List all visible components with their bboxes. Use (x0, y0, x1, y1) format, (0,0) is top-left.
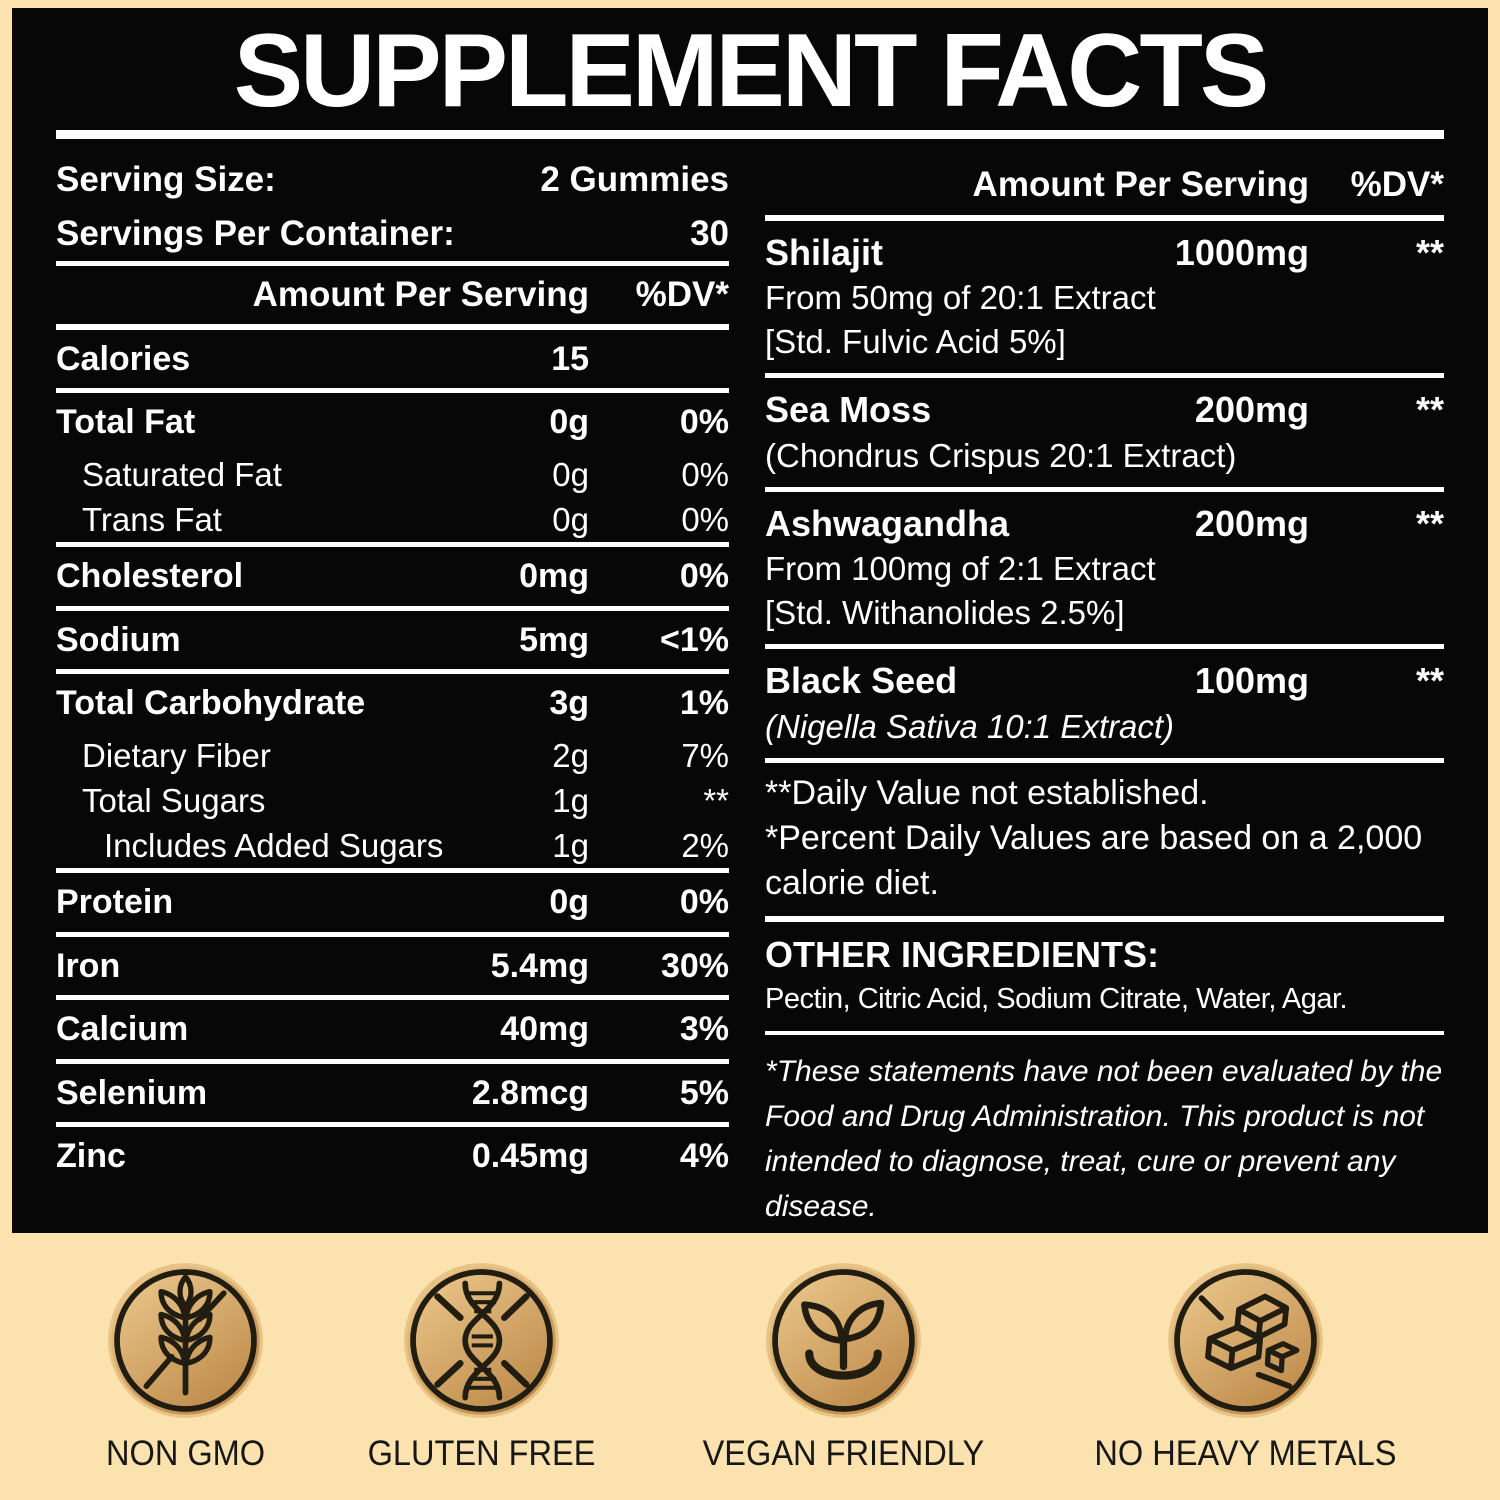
divider (56, 260, 730, 266)
nutrient-row-iron: Iron 5.4mg 30% (56, 946, 730, 985)
botanical-amount: 1000mg (1174, 232, 1309, 274)
botanical-subtext: From 50mg of 20:1 Extract (765, 279, 1156, 317)
nutrient-row-total-fat: Total Fat 0g 0% (56, 403, 730, 442)
divider (56, 669, 730, 675)
botanical-name: Shilajit (765, 232, 884, 274)
servings-per-container-value: 30 (690, 213, 730, 253)
other-ingredients-text: Pectin, Citric Acid, Sodium Citrate, Wat… (765, 982, 1348, 1015)
badge-label: VEGAN FRIENDLY (702, 1434, 985, 1473)
divider (765, 758, 1444, 764)
botanical-subtext: (Nigella Sativa 10:1 Extract) (765, 707, 1175, 745)
nutrition-column: Serving Size: 2 Gummies Servings Per Con… (56, 153, 730, 1229)
other-ingredients-label: OTHER INGREDIENTS: (765, 933, 1160, 975)
fda-disclaimer: *These statements have not been evaluate… (765, 1055, 1443, 1224)
footnote: **Daily Value not established. (765, 774, 1209, 813)
nutrient-row-trans-fat: Trans Fat 0g 0% (82, 500, 730, 538)
botanical-subtext: From 100mg of 2:1 Extract (765, 550, 1156, 588)
badge-label: NO HEAVY METALS (1094, 1434, 1397, 1473)
page-title: SUPPLEMENT FACTS (233, 13, 1270, 129)
nutrient-row-calories: Calories 15 (56, 339, 590, 378)
serving-size-label: Serving Size: (56, 160, 276, 200)
divider (56, 868, 730, 874)
amount-per-serving-header: Amount Per Serving (972, 165, 1309, 205)
nutrient-row-zinc: Zinc 0.45mg 4% (56, 1137, 730, 1176)
nutrient-row-selenium: Selenium 2.8mcg 5% (56, 1073, 730, 1112)
badge-label: GLUTEN FREE (367, 1434, 596, 1473)
divider (765, 1031, 1444, 1036)
serving-size-row: Serving Size: 2 Gummies (56, 153, 729, 207)
botanical-dv: ** (1415, 503, 1444, 545)
botanical-name: Black Seed (765, 660, 958, 702)
divider (56, 388, 730, 394)
left-column-header: Amount Per Serving %DV* (56, 266, 729, 324)
botanical-subtext: [Std. Fulvic Acid 5%] (765, 322, 1066, 360)
botanical-subtext: (Chondrus Crispus 20:1 Extract) (765, 436, 1237, 474)
nutrient-row-protein: Protein 0g 0% (56, 883, 730, 922)
footnote: *Percent Daily Values are based on a 2,0… (765, 818, 1423, 902)
divider (56, 1122, 730, 1128)
nutrient-row-calcium: Calcium 40mg 3% (56, 1010, 730, 1049)
botanical-dv: ** (1415, 660, 1444, 702)
servings-per-container-row: Servings Per Container: 30 (56, 207, 729, 261)
badge-row: NON GMO GLUTEN FREE (0, 1233, 1500, 1500)
botanical-shilajit: Shilajit 1000mg ** From 50mg of 20:1 Ext… (765, 221, 1444, 373)
botanicals-column: Amount Per Serving %DV* Shilajit 1000mg … (765, 153, 1444, 1229)
dv-header: %DV* (635, 274, 730, 314)
botanical-dv: ** (1415, 389, 1444, 431)
facts-panel: SUPPLEMENT FACTS Serving Size: 2 Gummies… (12, 8, 1488, 1233)
botanical-subtext: [Std. Withanolides 2.5%] (765, 593, 1125, 631)
botanical-amount: 200mg (1194, 389, 1309, 431)
divider (56, 1058, 730, 1064)
divider (56, 542, 730, 548)
badge-non-gmo: NON GMO (100, 1259, 271, 1500)
badge-label: NON GMO (105, 1434, 266, 1473)
botanical-ashwagandha: Ashwagandha 200mg ** From 100mg of 2:1 E… (765, 492, 1444, 644)
divider (765, 487, 1444, 493)
botanical-dv: ** (1415, 232, 1444, 274)
nutrient-row-dietary-fiber: Dietary Fiber 2g 7% (82, 736, 730, 774)
right-column-header: Amount Per Serving %DV* (765, 153, 1444, 215)
nutrient-row-total-carbohydrate: Total Carbohydrate 3g 1% (56, 684, 730, 723)
botanical-amount: 100mg (1194, 660, 1309, 702)
divider (56, 323, 730, 330)
botanical-sea-moss: Sea Moss 200mg ** (Chondrus Crispus 20:1… (765, 378, 1444, 487)
badge-gluten-free: GLUTEN FREE (359, 1259, 604, 1500)
botanical-amount: 200mg (1194, 503, 1309, 545)
facts-columns: Serving Size: 2 Gummies Servings Per Con… (56, 153, 1444, 1229)
badge-vegan-friendly: VEGAN FRIENDLY (692, 1259, 995, 1500)
sprout-smile-icon (766, 1263, 922, 1418)
badge-no-heavy-metals: NO HEAVY METALS (1083, 1259, 1408, 1500)
servings-per-container-label: Servings Per Container: (56, 213, 455, 253)
divider (56, 931, 730, 937)
botanical-black-seed: Black Seed 100mg ** (Nigella Sativa 10:1… (765, 649, 1444, 758)
nutrient-row-sodium: Sodium 5mg <1% (56, 620, 730, 659)
nutrient-row-cholesterol: Cholesterol 0mg 0% (56, 557, 730, 596)
serving-size-value: 2 Gummies (540, 160, 730, 200)
nutrient-row-added-sugars: Includes Added Sugars 1g 2% (104, 827, 730, 865)
divider (765, 644, 1444, 650)
gold-bars-crossed-icon (1168, 1263, 1324, 1418)
divider (765, 373, 1444, 379)
dna-crossed-icon (404, 1263, 560, 1418)
divider (765, 915, 1444, 922)
divider (56, 130, 1444, 140)
daily-value-footnotes: **Daily Value not established. *Percent … (765, 763, 1444, 916)
botanical-name: Ashwagandha (765, 503, 1010, 545)
divider (56, 605, 730, 611)
wheat-crossed-icon (108, 1263, 263, 1418)
amount-per-serving-header: Amount Per Serving (252, 274, 590, 314)
nutrient-row-saturated-fat: Saturated Fat 0g 0% (82, 455, 730, 493)
other-ingredients: OTHER INGREDIENTS: Pectin, Citric Acid, … (765, 922, 1444, 1031)
nutrient-row-total-sugars: Total Sugars 1g ** (82, 781, 730, 819)
botanical-name: Sea Moss (765, 389, 932, 431)
dv-header: %DV* (1350, 165, 1444, 205)
divider (765, 215, 1444, 222)
divider (56, 995, 730, 1001)
